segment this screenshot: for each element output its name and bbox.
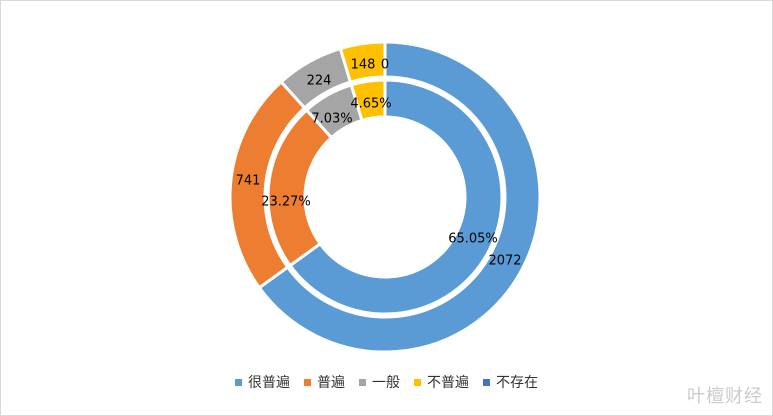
chart-legend: 很普遍 普遍 一般 不普遍 不存在 [0,372,773,392]
inner-ring-label-2: 7.03% [311,112,352,127]
legend-label-3: 不普遍 [427,375,469,391]
legend-swatch-4 [483,378,490,386]
legend-label-4: 不存在 [496,375,538,391]
legend-item-1: 普遍 [304,372,345,392]
outer-ring-label-2: 224 [307,74,332,89]
legend-swatch-0 [235,378,242,386]
outer-ring-label-1: 741 [236,174,261,189]
inner-ring-slice-0 [288,78,504,316]
outer-ring-label-4: 0 [381,58,389,73]
watermark: 叶檀财经 [687,386,763,407]
legend-item-4: 不存在 [483,372,538,392]
outer-ring-label-0: 2072 [488,254,521,269]
legend-swatch-2 [359,378,366,386]
legend-item-0: 很普遍 [235,372,290,392]
double-donut-chart: 65.05% 23.27% 7.03%4.65% 2072 741 224 148 0 [228,40,542,354]
outer-ring-label-3: 148 [351,58,376,73]
legend-label-0: 很普遍 [248,375,290,391]
outer-ring-slice-0 [257,40,542,354]
inner-ring-label-3: 4.65% [350,97,391,112]
outer-ring-slice-3 [338,40,387,84]
legend-swatch-1 [304,378,311,386]
inner-ring-label-1: 23.27% [261,195,311,210]
inner-ring-slice-3 [349,78,387,123]
legend-item-3: 不普遍 [414,372,469,392]
legend-swatch-3 [414,378,421,386]
legend-item-2: 一般 [359,372,400,392]
inner-ring-label-0: 65.05% [448,232,498,247]
legend-label-2: 一般 [372,375,400,391]
legend-label-1: 普遍 [317,375,345,391]
